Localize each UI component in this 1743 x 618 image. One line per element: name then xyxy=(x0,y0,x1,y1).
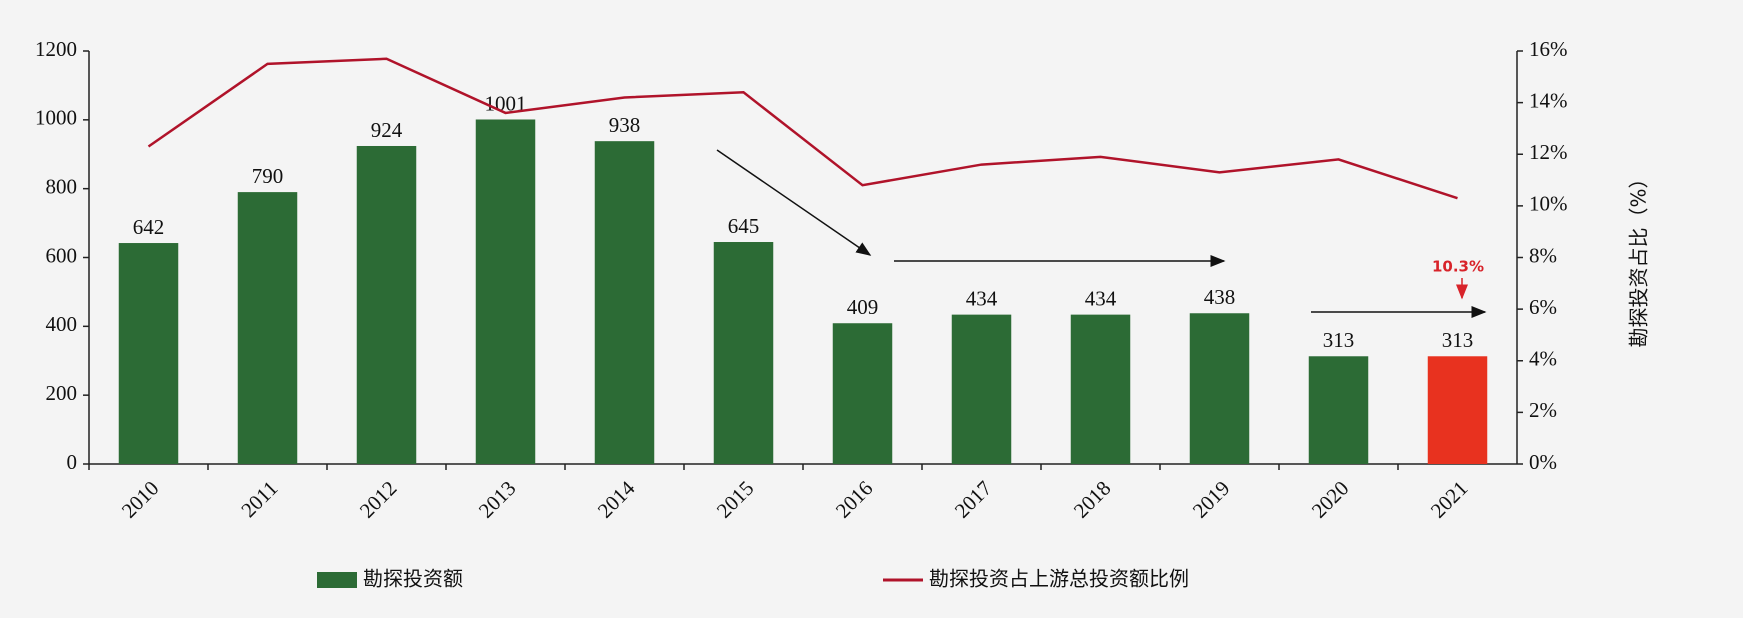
y2-tick-label: 0% xyxy=(1529,450,1557,474)
data-label: 434 xyxy=(966,286,998,310)
y2-tick-label: 12% xyxy=(1529,140,1568,164)
bar xyxy=(1070,314,1131,464)
data-label: 409 xyxy=(847,295,879,319)
y-tick-label: 400 xyxy=(46,312,78,336)
x-tick-label: 2010 xyxy=(117,476,164,523)
y-tick-label: 1200 xyxy=(35,37,77,61)
y2-tick-label: 4% xyxy=(1529,347,1557,371)
bar xyxy=(1427,356,1488,464)
bar xyxy=(237,192,298,464)
x-tick-label: 2019 xyxy=(1188,476,1235,523)
x-tick-label: 2012 xyxy=(355,476,402,523)
y2-tick-label: 14% xyxy=(1529,88,1568,112)
y2-tick-label: 16% xyxy=(1529,37,1568,61)
bar xyxy=(475,119,536,464)
x-tick-label: 2014 xyxy=(593,476,640,523)
x-tick-label: 2015 xyxy=(712,476,759,523)
data-label: 924 xyxy=(371,118,403,142)
line xyxy=(147,57,1458,200)
legend-label: 勘探投资占上游总投资额比例 xyxy=(929,567,1189,591)
x-tick-label: 2013 xyxy=(474,476,521,523)
data-label: 642 xyxy=(133,215,165,239)
y2-tick-label: 2% xyxy=(1529,398,1557,422)
y2-axis-title: 勘探投资占比（%） xyxy=(1627,168,1651,347)
bar xyxy=(713,242,774,464)
trend-arrow xyxy=(716,149,872,256)
data-label: 434 xyxy=(1085,286,1117,310)
x-tick-label: 2021 xyxy=(1426,476,1473,523)
y2-tick-label: 10% xyxy=(1529,192,1568,216)
bar xyxy=(832,323,893,464)
bar xyxy=(1189,313,1250,464)
data-label: 645 xyxy=(728,214,760,238)
legend-swatch xyxy=(317,572,357,588)
x-tick-label: 2011 xyxy=(236,476,282,522)
bar xyxy=(356,145,417,465)
y-tick-label: 600 xyxy=(46,243,78,267)
data-label: 438 xyxy=(1204,285,1236,309)
y2-tick-label: 6% xyxy=(1529,295,1557,319)
bar xyxy=(1308,356,1369,464)
x-tick-label: 2016 xyxy=(831,476,878,523)
x-tick-label: 2017 xyxy=(950,476,997,523)
bar xyxy=(118,243,179,464)
y-tick-label: 0 xyxy=(67,450,78,474)
y2-tick-label: 8% xyxy=(1529,243,1557,267)
data-label: 938 xyxy=(609,113,641,137)
data-label: 313 xyxy=(1323,328,1355,352)
bar xyxy=(951,314,1012,464)
bar xyxy=(594,141,655,464)
data-label: 313 xyxy=(1442,328,1474,352)
legend-label: 勘探投资额 xyxy=(363,567,463,591)
y-tick-label: 200 xyxy=(46,381,78,405)
y-tick-label: 800 xyxy=(46,174,78,198)
x-tick-label: 2020 xyxy=(1307,476,1354,523)
x-tick-label: 2018 xyxy=(1069,476,1116,523)
y-tick-label: 1000 xyxy=(35,106,77,130)
annotation: 10.3% xyxy=(1432,258,1484,276)
data-label: 790 xyxy=(252,164,284,188)
